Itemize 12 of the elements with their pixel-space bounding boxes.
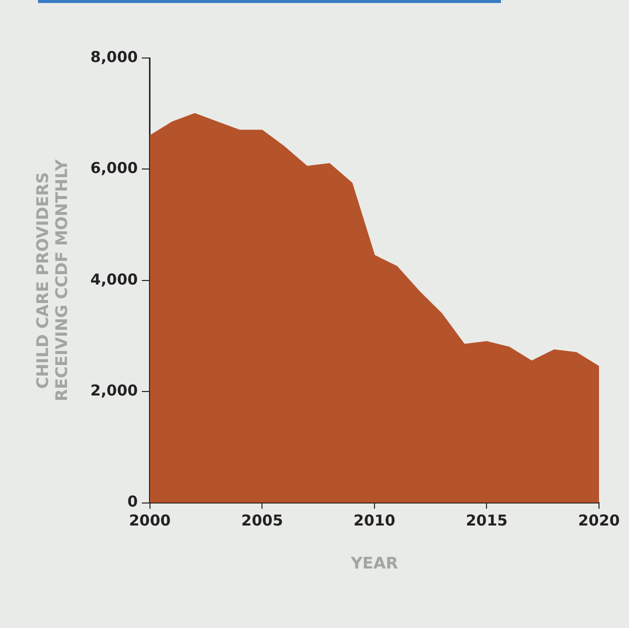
x-tick-label: 2005 [241,512,284,530]
x-tick-label: 2000 [128,512,171,530]
y-tick-label: 2,000 [90,381,138,400]
x-tick-label: 2020 [578,512,620,530]
y-tick-label: 4,000 [90,270,138,288]
x-tick-label: 2010 [354,512,396,530]
x-tick-label: 2015 [466,512,508,530]
x-axis-title: YEAR [350,554,398,573]
y-axis-title: CHILD CARE PROVIDERS RECEIVING CCDF MONTHLY [32,158,71,402]
y-tick-label: 6,000 [90,159,138,178]
y-tick-label: 8,000 [90,48,138,66]
y-tick-label: 0 [127,492,138,511]
